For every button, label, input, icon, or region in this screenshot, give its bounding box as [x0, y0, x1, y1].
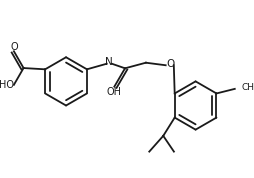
- Text: O: O: [166, 59, 174, 69]
- Text: OH: OH: [107, 87, 122, 97]
- Text: O: O: [10, 42, 18, 52]
- Text: CH₃: CH₃: [242, 83, 254, 92]
- Text: HO: HO: [0, 80, 14, 90]
- Text: N: N: [105, 57, 113, 67]
